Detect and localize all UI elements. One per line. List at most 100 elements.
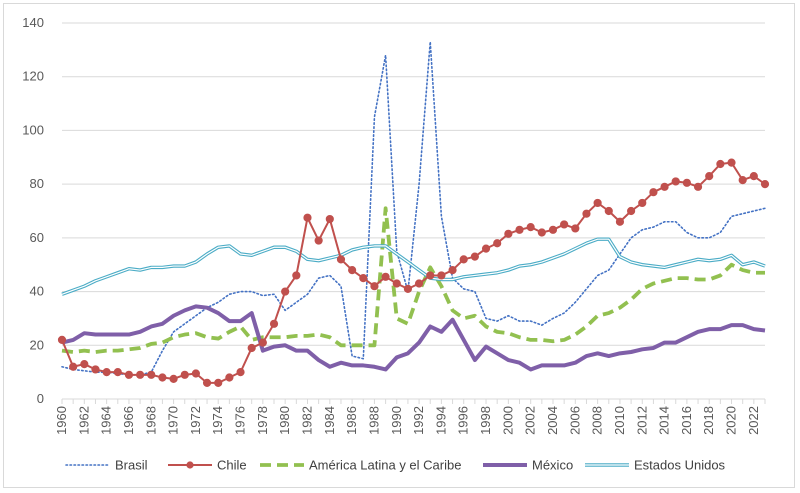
data-point	[604, 206, 613, 216]
legend-item-estados-unidos: Estados Unidos	[585, 458, 726, 473]
data-point	[693, 182, 703, 191]
data-point	[69, 362, 78, 371]
data-point	[548, 225, 558, 234]
data-point	[102, 368, 111, 377]
x-tick-label: 1970	[166, 406, 181, 435]
data-point	[437, 271, 446, 280]
y-tick-label: 100	[22, 122, 44, 137]
data-point	[582, 209, 591, 218]
data-point	[448, 265, 457, 275]
x-tick-label: 2020	[724, 406, 739, 435]
plot-area	[57, 41, 770, 387]
x-tick-label: 1966	[121, 406, 136, 435]
x-tick-label: 1988	[366, 406, 381, 435]
x-tick-label: 2012	[634, 406, 649, 435]
data-point	[158, 373, 167, 382]
series-line-inner-estados-unidos	[61, 238, 766, 295]
data-point	[705, 171, 714, 181]
data-point	[303, 213, 312, 222]
x-tick-label: 2004	[545, 406, 560, 435]
data-point	[727, 158, 736, 167]
data-point	[515, 225, 524, 234]
x-tick-label: 1972	[188, 406, 203, 435]
x-tick-label: 2014	[657, 406, 672, 435]
data-point	[671, 177, 680, 186]
data-point	[493, 239, 502, 248]
data-point	[403, 284, 413, 293]
data-point	[180, 370, 189, 379]
series-line-mexico	[61, 304, 766, 372]
legend-item-chile: Chile	[168, 458, 247, 473]
x-tick-label: 2018	[701, 406, 716, 435]
series-chile	[57, 158, 770, 387]
data-point	[649, 188, 658, 197]
x-tick-label: 1994	[433, 406, 448, 435]
data-point	[749, 171, 758, 181]
data-point	[292, 271, 301, 280]
data-point	[136, 370, 145, 379]
data-point	[560, 220, 569, 229]
x-tick-label: 1962	[76, 406, 91, 435]
y-axis: 0 20 40 60 80 100 120 140	[22, 15, 44, 406]
x-tick-label: 1980	[277, 406, 292, 435]
y-tick-label: 120	[22, 69, 44, 84]
data-point	[370, 282, 379, 291]
y-tick-label: 80	[30, 176, 44, 191]
x-tick-label: 1974	[210, 406, 225, 435]
data-point	[147, 370, 156, 379]
series-mexico	[61, 304, 766, 372]
data-point	[627, 206, 636, 216]
data-point	[638, 198, 647, 208]
legend: Brasil Chile América Latina y el Caribe Méx…	[65, 458, 726, 473]
data-point	[281, 287, 290, 296]
data-point	[481, 244, 491, 253]
data-point	[214, 378, 223, 387]
data-point	[381, 272, 390, 281]
data-point	[314, 236, 323, 245]
series-brasil	[61, 41, 766, 376]
data-point	[191, 369, 200, 378]
data-point	[615, 217, 625, 226]
x-tick-label: 1960	[54, 406, 69, 435]
data-point	[459, 255, 468, 264]
x-tick-label: 2016	[679, 406, 694, 435]
legend-label: Chile	[217, 458, 247, 473]
series-estados-unidos	[61, 237, 766, 296]
legend-item-america-latina-y-el-caribe: América Latina y el Caribe	[260, 458, 461, 473]
data-point	[571, 224, 580, 233]
legend-item-mexico: México	[483, 458, 573, 473]
x-tick-label: 2000	[500, 406, 515, 435]
x-tick-label: 1982	[299, 406, 314, 435]
y-tick-label: 60	[30, 230, 44, 245]
chart-frame	[3, 3, 795, 488]
x-tick-label: 1976	[233, 406, 248, 435]
series-line-chile	[61, 161, 766, 384]
series-america-latina-y-el-caribe	[61, 206, 765, 354]
data-point	[113, 368, 122, 377]
data-point	[124, 370, 134, 379]
data-point	[236, 368, 245, 377]
x-tick-label: 2006	[567, 406, 582, 435]
data-point	[269, 319, 279, 328]
x-tick-label: 1984	[322, 406, 337, 435]
y-tick-label: 140	[22, 15, 44, 30]
x-tick-label: 2022	[746, 406, 761, 435]
data-point	[593, 198, 602, 208]
x-tick-label: 1986	[344, 406, 359, 435]
data-point	[91, 365, 100, 374]
data-point	[325, 214, 334, 224]
x-tick-label: 1964	[99, 406, 114, 435]
data-point	[537, 228, 546, 237]
legend-label: Estados Unidos	[634, 458, 726, 473]
data-point	[336, 255, 346, 264]
legend-label: Brasil	[115, 458, 148, 473]
data-point	[526, 223, 535, 232]
legend-marker	[186, 461, 194, 469]
series-line-brasil	[61, 41, 766, 376]
data-point	[202, 378, 212, 387]
data-point	[247, 343, 256, 353]
y-tick-label: 40	[30, 284, 44, 299]
legend-item-brasil: Brasil	[65, 458, 148, 473]
data-point	[414, 279, 424, 288]
